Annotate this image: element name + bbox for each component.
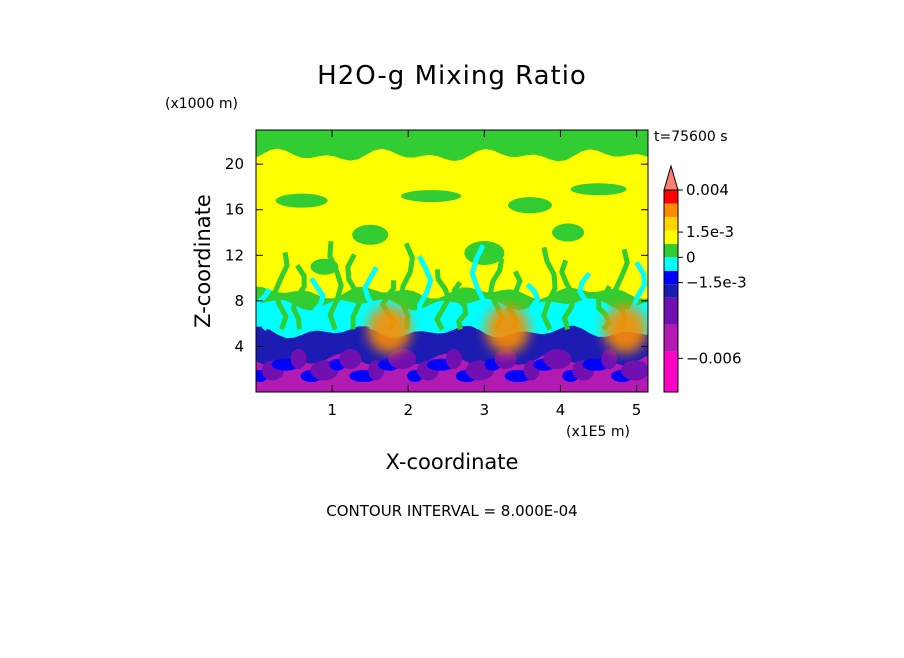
y-tick-label: 8 xyxy=(234,292,244,310)
plot-area xyxy=(256,130,648,392)
plume-strand xyxy=(541,246,558,331)
plume-strand xyxy=(290,263,307,330)
dry-streak xyxy=(494,348,517,369)
dry-streak xyxy=(543,348,572,369)
contour-interval-note: CONTOUR INTERVAL = 8.000E-04 xyxy=(326,502,577,520)
plume-strand xyxy=(256,287,273,331)
colorbar-label: 0.004 xyxy=(686,181,729,199)
plume-strand xyxy=(272,251,290,331)
colorbar-swatch xyxy=(664,190,678,204)
x-tick-label: 3 xyxy=(480,401,490,419)
colorbar-swatch xyxy=(664,216,678,231)
plume-strand xyxy=(417,255,434,331)
y-unit-label: (x1000 m) xyxy=(165,96,238,112)
field-patch xyxy=(352,224,389,245)
dry-streak xyxy=(601,348,618,369)
plume-strand xyxy=(469,244,487,331)
plot-frame xyxy=(255,129,649,393)
colorbar-swatch xyxy=(664,284,678,298)
y-tick-label: 16 xyxy=(225,201,244,219)
x-axis: 1 2 3 4 5 xyxy=(327,130,641,419)
plume-strand xyxy=(577,271,595,331)
moist-plume xyxy=(367,305,412,354)
plume-strand xyxy=(309,277,326,331)
field-band xyxy=(256,148,648,306)
colorbar-swatch xyxy=(664,203,678,217)
field-patch xyxy=(552,223,585,242)
x-unit-label: (x1E5 m) xyxy=(566,424,630,440)
dry-streak xyxy=(290,348,307,369)
plume-strand xyxy=(433,269,452,331)
dry-streak xyxy=(339,348,362,369)
dry-streak xyxy=(621,360,648,381)
y-axis: 4 8 12 16 20 xyxy=(225,155,648,355)
colorbar-frame xyxy=(663,189,679,393)
colorbar-label: −1.5e-3 xyxy=(686,274,747,292)
colorbar-label: 1.5e-3 xyxy=(686,223,734,241)
colorbar-swatch xyxy=(664,324,678,352)
chart-title: H2O-g Mixing Ratio xyxy=(317,61,587,91)
plume-strand xyxy=(327,241,344,331)
field-patch xyxy=(570,183,627,196)
x-axis-label: X-coordinate xyxy=(386,450,519,474)
x-tick-label: 5 xyxy=(632,401,642,419)
y-tick-label: 12 xyxy=(225,246,244,264)
colorbar-swatch xyxy=(664,297,678,325)
x-tick-label: 4 xyxy=(556,401,566,419)
colorbar-label: 0 xyxy=(686,248,696,266)
plume-strand xyxy=(398,242,415,330)
y-axis-label: Z-coordinate xyxy=(191,194,215,328)
field-patch xyxy=(275,193,328,208)
plume-strand xyxy=(451,280,469,330)
field-patch xyxy=(401,190,462,203)
plume-strand xyxy=(345,253,362,330)
colorbar-swatch xyxy=(664,257,678,271)
x-tick-label: 2 xyxy=(403,401,413,419)
moist-plume xyxy=(485,305,530,354)
colorbar-swatch xyxy=(664,351,678,392)
x-tick-label: 1 xyxy=(327,401,337,419)
colorbar-swatch xyxy=(664,243,678,258)
moist-plume xyxy=(603,305,648,354)
colorbar-swatch xyxy=(664,230,678,244)
field-band xyxy=(256,130,648,168)
dry-streak xyxy=(445,348,462,369)
plume-strand xyxy=(523,282,541,331)
field-patch xyxy=(508,197,553,214)
colorbar-extension xyxy=(663,164,679,191)
colorbar: 0.004 1.5e-3 0 −1.5e-3 −0.006 xyxy=(663,164,747,393)
time-label: t=75600 s xyxy=(654,129,728,145)
colorbar-swatch xyxy=(664,270,678,285)
dry-streak xyxy=(388,348,417,369)
field-patch xyxy=(464,241,505,266)
y-tick-label: 20 xyxy=(225,155,244,173)
plume-strand xyxy=(559,259,576,331)
y-tick-label: 4 xyxy=(234,337,244,355)
colorbar-label: −0.006 xyxy=(686,349,742,367)
